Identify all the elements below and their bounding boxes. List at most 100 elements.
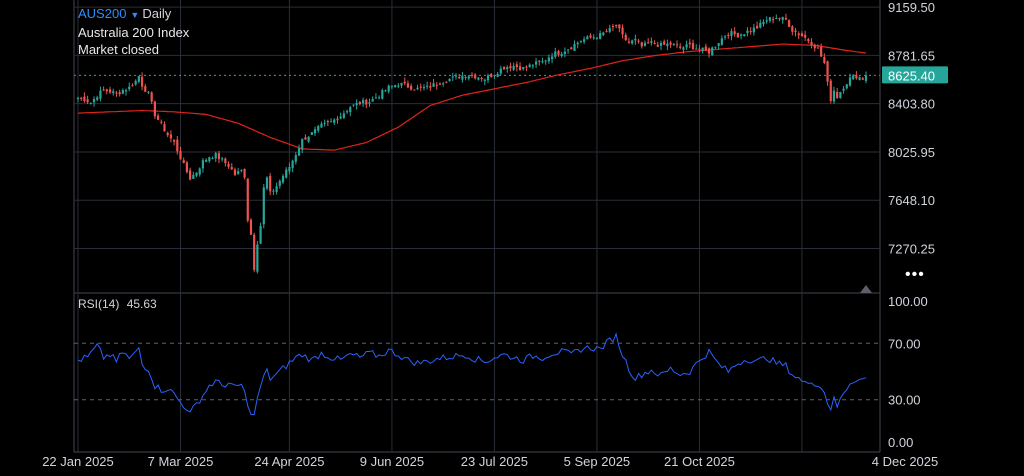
- candle[interactable]: [461, 71, 464, 83]
- candle[interactable]: [557, 49, 560, 57]
- candle[interactable]: [624, 32, 627, 42]
- candle[interactable]: [166, 131, 169, 138]
- more-dots-icon[interactable]: •••: [905, 266, 925, 283]
- candle[interactable]: [858, 76, 861, 81]
- candle[interactable]: [496, 72, 499, 78]
- candle[interactable]: [778, 17, 781, 22]
- candle[interactable]: [307, 136, 310, 143]
- candle[interactable]: [486, 73, 490, 84]
- candle[interactable]: [464, 76, 467, 81]
- candle[interactable]: [765, 16, 768, 24]
- candle[interactable]: [631, 39, 634, 45]
- candle-layer[interactable]: [76, 13, 868, 274]
- candle[interactable]: [679, 43, 682, 50]
- candle[interactable]: [429, 82, 432, 91]
- candle[interactable]: [595, 36, 599, 40]
- candle[interactable]: [637, 38, 640, 44]
- candle[interactable]: [608, 24, 611, 34]
- candle[interactable]: [832, 86, 836, 104]
- candle[interactable]: [214, 151, 217, 163]
- candle[interactable]: [666, 39, 669, 51]
- candle[interactable]: [249, 218, 253, 235]
- candle[interactable]: [265, 176, 269, 191]
- candle[interactable]: [698, 44, 701, 53]
- candle[interactable]: [256, 240, 259, 274]
- candle[interactable]: [96, 95, 99, 102]
- candle[interactable]: [752, 23, 755, 36]
- candle[interactable]: [150, 91, 153, 105]
- candle[interactable]: [317, 124, 320, 133]
- candle[interactable]: [422, 84, 426, 91]
- candle[interactable]: [176, 135, 179, 155]
- rsi-legend[interactable]: RSI(14) 45.63: [78, 297, 157, 311]
- candle[interactable]: [659, 40, 663, 51]
- candle[interactable]: [355, 99, 358, 110]
- candle[interactable]: [381, 88, 384, 100]
- candle[interactable]: [394, 84, 397, 88]
- candle[interactable]: [89, 102, 92, 105]
- candle[interactable]: [323, 119, 326, 127]
- candle[interactable]: [403, 77, 406, 86]
- candle[interactable]: [153, 100, 156, 119]
- candle[interactable]: [140, 72, 144, 91]
- candle[interactable]: [172, 139, 176, 146]
- candle[interactable]: [128, 82, 131, 92]
- candle[interactable]: [99, 86, 102, 102]
- candle[interactable]: [349, 105, 352, 117]
- candle[interactable]: [711, 46, 714, 56]
- candle[interactable]: [499, 65, 502, 76]
- candle[interactable]: [544, 59, 547, 65]
- candle[interactable]: [438, 82, 442, 86]
- candle[interactable]: [131, 83, 134, 87]
- candle[interactable]: [717, 42, 720, 50]
- candle[interactable]: [301, 138, 304, 154]
- candle[interactable]: [768, 16, 772, 23]
- candle[interactable]: [816, 44, 820, 49]
- candle[interactable]: [807, 37, 810, 44]
- candle[interactable]: [294, 151, 297, 165]
- candle[interactable]: [839, 91, 842, 99]
- candle[interactable]: [86, 95, 89, 105]
- chevron-down-icon[interactable]: ▼: [130, 10, 140, 20]
- candle[interactable]: [794, 28, 797, 37]
- candle[interactable]: [823, 53, 826, 65]
- candle[interactable]: [160, 119, 163, 125]
- candle[interactable]: [781, 16, 784, 24]
- candle[interactable]: [105, 88, 108, 95]
- candle[interactable]: [435, 81, 438, 90]
- candle[interactable]: [310, 132, 313, 136]
- candle[interactable]: [739, 33, 743, 40]
- candle[interactable]: [826, 60, 829, 86]
- candle[interactable]: [736, 32, 739, 38]
- candle[interactable]: [313, 126, 317, 136]
- candle[interactable]: [195, 172, 198, 178]
- candle[interactable]: [797, 31, 800, 40]
- candle[interactable]: [804, 30, 807, 42]
- candle[interactable]: [124, 88, 128, 96]
- candle[interactable]: [640, 41, 643, 49]
- candle[interactable]: [813, 43, 816, 52]
- candle[interactable]: [515, 61, 518, 72]
- candle[interactable]: [688, 38, 691, 49]
- candle[interactable]: [333, 118, 336, 125]
- candle[interactable]: [714, 46, 717, 49]
- candle[interactable]: [169, 130, 172, 143]
- candle[interactable]: [390, 85, 394, 90]
- candle[interactable]: [864, 71, 868, 84]
- candle[interactable]: [368, 98, 371, 107]
- candle[interactable]: [518, 62, 522, 71]
- candle[interactable]: [554, 47, 557, 59]
- candle[interactable]: [134, 79, 137, 86]
- candle[interactable]: [784, 13, 788, 21]
- candle[interactable]: [573, 40, 576, 52]
- candle[interactable]: [320, 121, 323, 128]
- candle[interactable]: [772, 16, 775, 24]
- candle[interactable]: [179, 146, 182, 160]
- candle[interactable]: [156, 113, 160, 121]
- candle[interactable]: [410, 83, 413, 91]
- candle[interactable]: [550, 52, 554, 64]
- candle[interactable]: [470, 72, 474, 78]
- candle[interactable]: [842, 85, 845, 94]
- candle[interactable]: [467, 74, 470, 81]
